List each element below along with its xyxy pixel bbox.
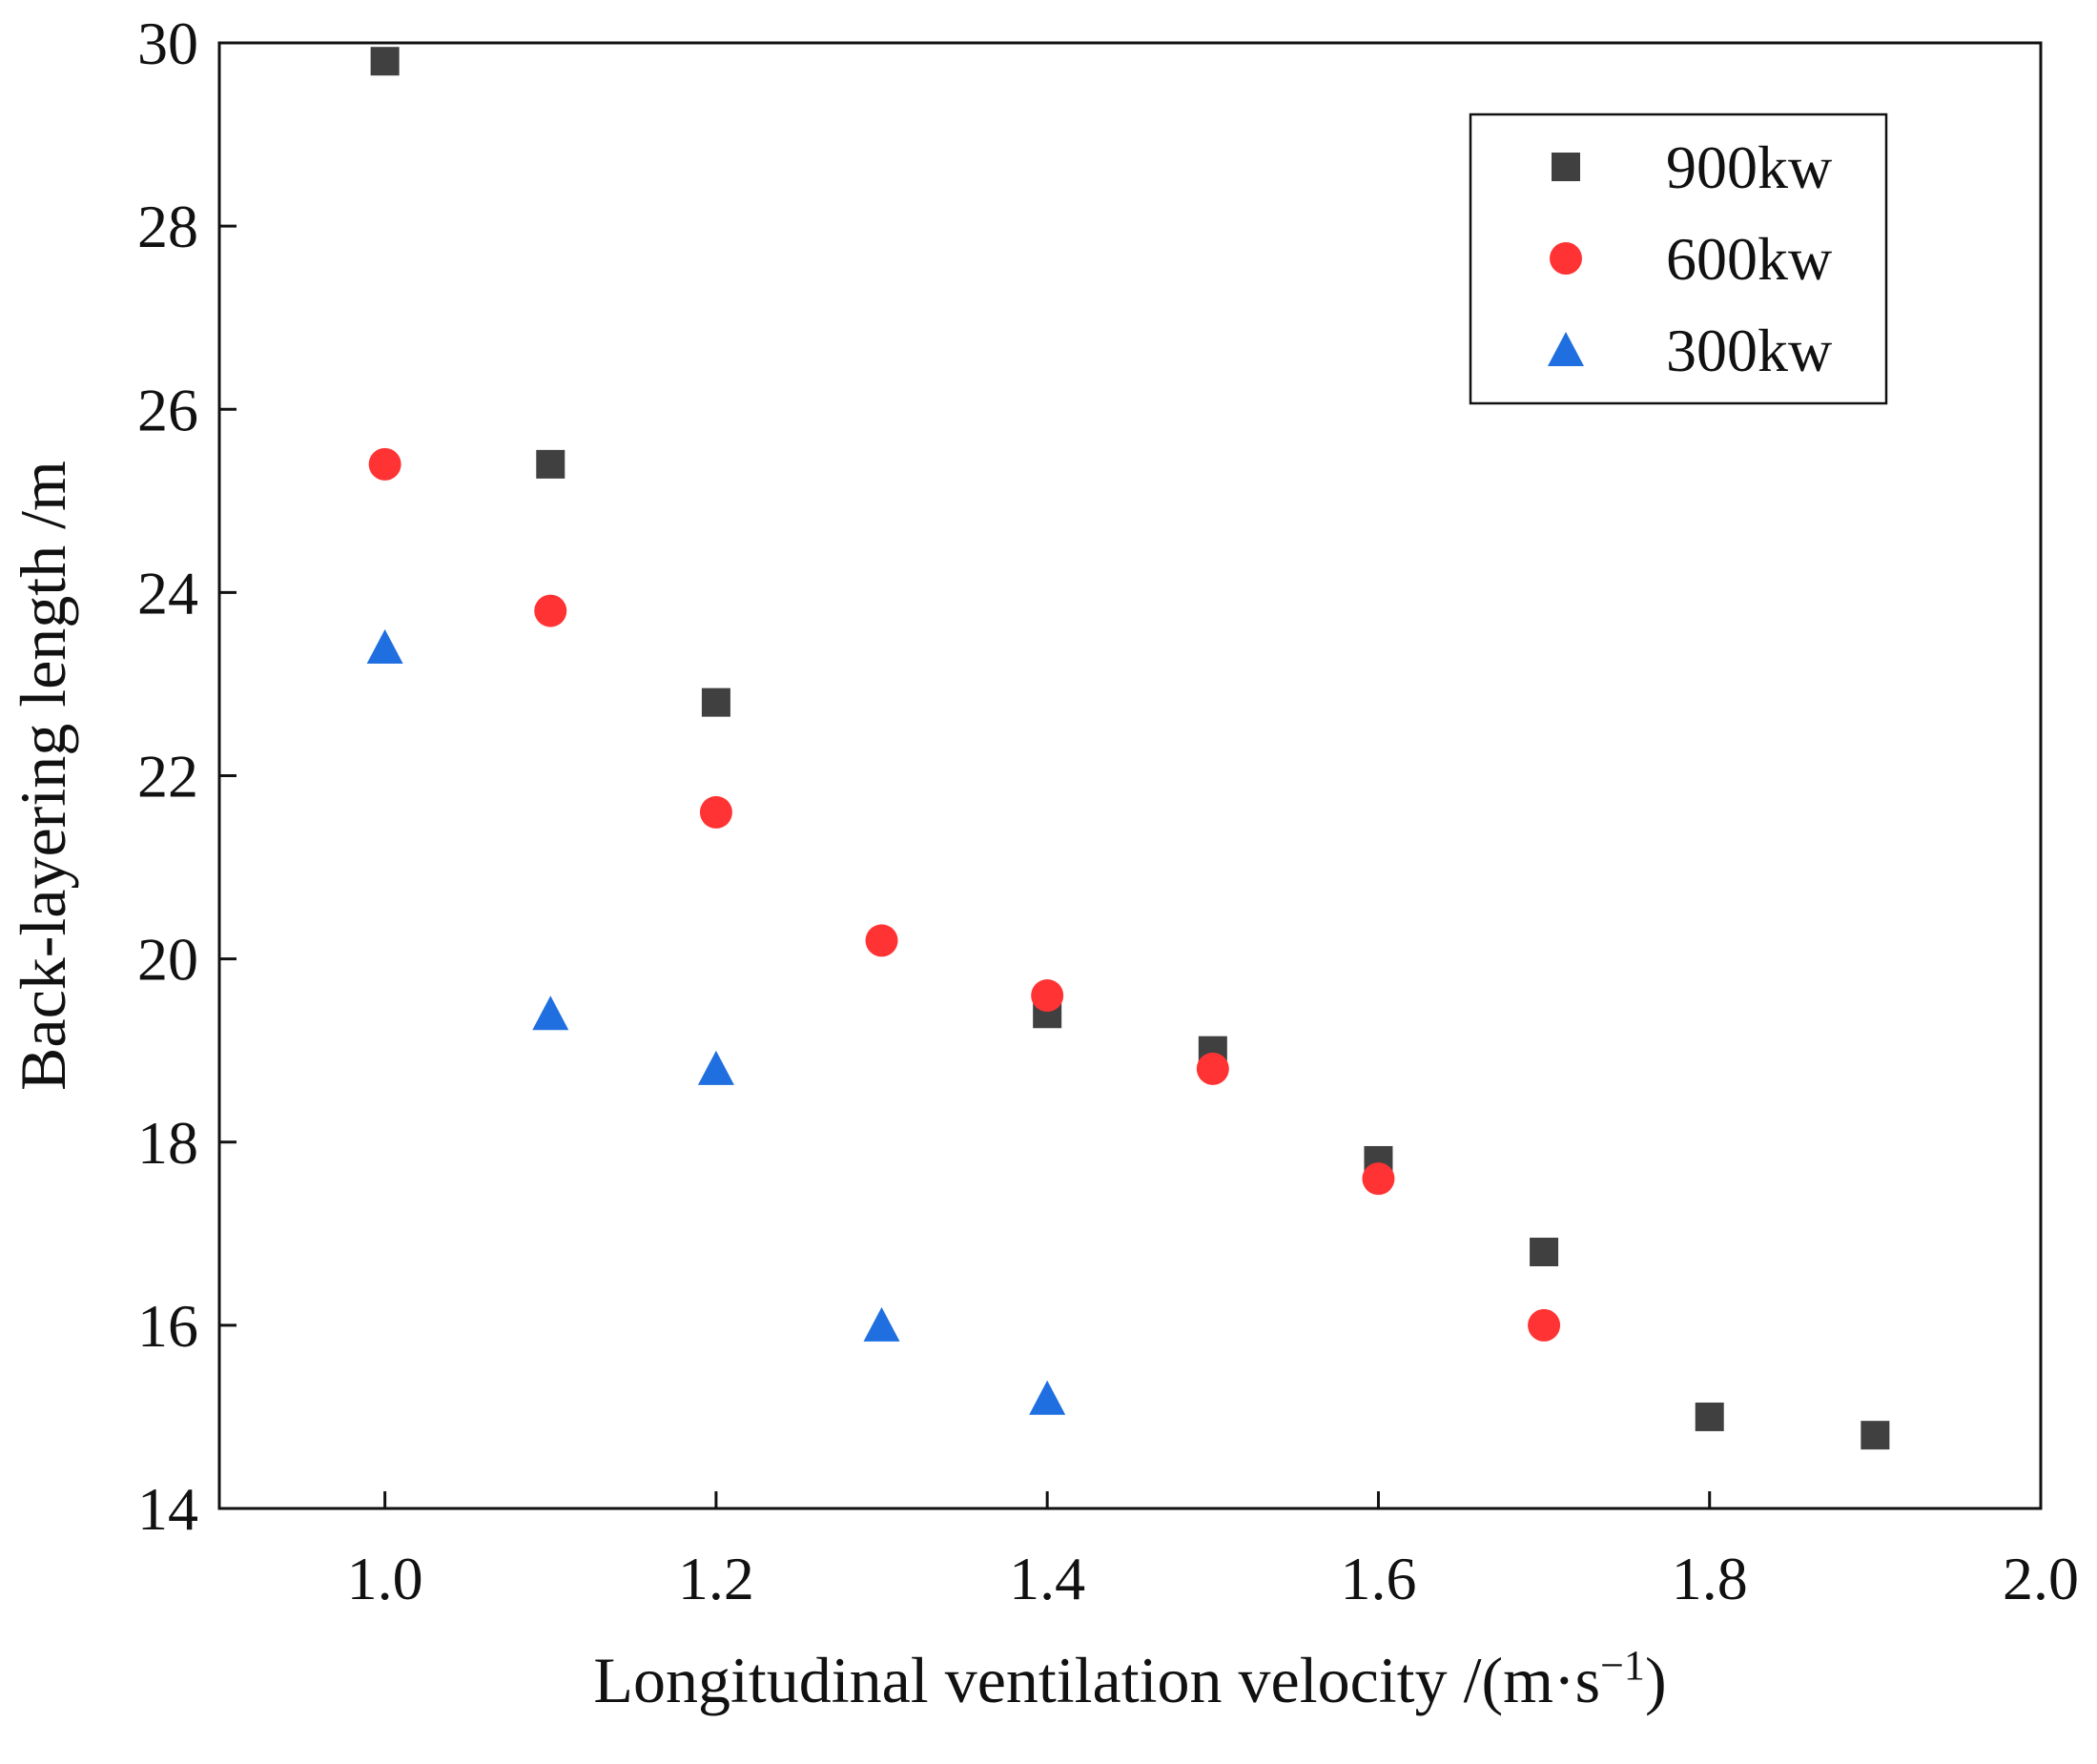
legend-marker-triangle: [1548, 332, 1584, 366]
y-tick-label: 18: [137, 1109, 198, 1177]
data-point-square: [536, 449, 565, 479]
data-point-triangle: [697, 1050, 734, 1085]
data-point-square: [370, 47, 400, 76]
data-point-square: [1530, 1238, 1559, 1267]
data-point-circle: [1196, 1052, 1229, 1085]
data-point-circle: [699, 795, 732, 829]
legend-label: 300kw: [1666, 317, 1832, 384]
x-axis-title-sup: −1: [1600, 1642, 1645, 1689]
data-point-square: [1695, 1402, 1724, 1431]
series-300kw: [366, 629, 1066, 1415]
x-tick-label: 2.0: [2003, 1545, 2079, 1612]
series-600kw: [368, 447, 1561, 1342]
series-900kw: [370, 47, 1890, 1450]
y-tick-label: 24: [137, 559, 198, 626]
data-point-circle: [1528, 1308, 1561, 1342]
x-axis-title: Longitudinal ventilation velocity /(m·s−…: [593, 1642, 1666, 1717]
legend-label: 600kw: [1666, 225, 1832, 293]
x-tick-label: 1.6: [1340, 1545, 1416, 1612]
data-point-triangle: [863, 1306, 900, 1342]
legend: 900kw 600kw 300kw: [1469, 113, 1888, 405]
x-tick-label: 1.0: [347, 1545, 423, 1612]
x-tick-label: 1.8: [1672, 1545, 1748, 1612]
x-axis: 1.0 1.2 1.4 1.6 1.8 2.0: [347, 1491, 2079, 1612]
data-point-circle: [534, 594, 567, 627]
data-point-square: [1861, 1421, 1890, 1450]
y-tick-label: 26: [137, 376, 198, 443]
y-tick-label: 28: [137, 193, 198, 260]
y-tick-label: 22: [137, 743, 198, 810]
legend-marker-circle: [1550, 242, 1582, 275]
y-tick-label: 20: [137, 926, 198, 994]
y-tick-label: 30: [137, 10, 198, 77]
y-tick-label: 16: [137, 1292, 198, 1360]
data-point-square: [701, 687, 730, 717]
x-tick-label: 1.2: [678, 1545, 754, 1612]
data-point-circle: [1362, 1162, 1395, 1196]
y-axis: 14 16 18 20 22 24 26 28 30: [137, 10, 236, 1543]
legend-box: [1469, 113, 1888, 405]
legend-marker-square: [1552, 153, 1580, 181]
data-point-triangle: [1029, 1380, 1066, 1415]
data-point-triangle: [366, 629, 403, 665]
y-axis-title: Back-layering length /m: [7, 461, 79, 1091]
data-point-circle: [1031, 979, 1064, 1013]
data-point-circle: [865, 924, 898, 957]
data-point-circle: [368, 447, 401, 481]
data-point-triangle: [532, 995, 569, 1031]
x-axis-title-end: ): [1645, 1644, 1667, 1716]
data-points: [366, 47, 1890, 1450]
x-tick-label: 1.4: [1009, 1545, 1085, 1612]
legend-label: 900kw: [1666, 133, 1832, 201]
y-tick-label: 14: [137, 1475, 198, 1543]
x-axis-title-main: Longitudinal ventilation velocity /(m·s: [593, 1644, 1600, 1716]
